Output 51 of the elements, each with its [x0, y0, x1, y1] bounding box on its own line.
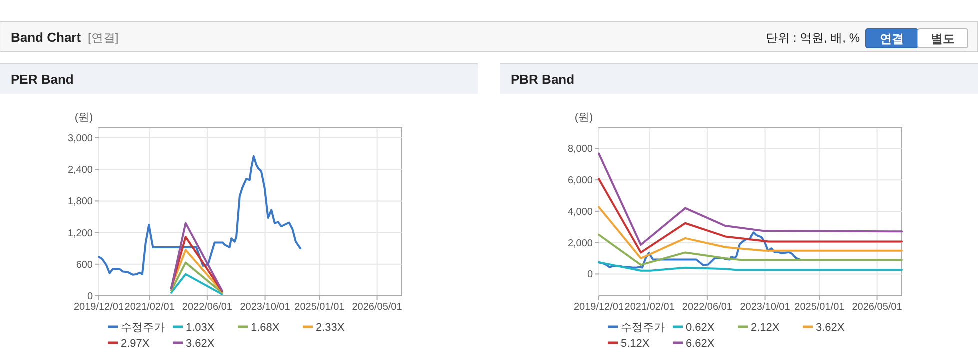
line-series [598, 232, 802, 269]
text: Band Chart [11, 30, 82, 45]
x-tick-label: 2019/12/01 [74, 302, 124, 313]
y-tick-label: 0 [587, 270, 594, 281]
legend-label: 수정주가 [621, 322, 665, 334]
y-tick-label: 2,000 [568, 238, 594, 250]
legend-label: 2.33X [316, 322, 346, 334]
line-series [598, 261, 903, 272]
legend-label: 2.97X [121, 338, 150, 350]
x-tick-label: 2023/10/01 [240, 302, 291, 313]
legend-label: 1.03X [186, 322, 216, 334]
text: [연결] [88, 31, 119, 45]
y-tick-label: 2,400 [68, 165, 94, 176]
x-tick-label: 2022/06/01 [182, 302, 233, 313]
x-tick-label: 2025/01/01 [794, 302, 846, 313]
line-series [598, 152, 903, 246]
y-tick-label: 4,000 [568, 206, 594, 218]
chart-title: PER Band [11, 72, 74, 87]
legend-label: 6.62X [686, 338, 716, 350]
text: 단위 : 억원, 배, % [766, 31, 860, 45]
x-tick-label: 2023/10/01 [740, 302, 791, 313]
y-tick-label: 1,800 [68, 196, 94, 208]
legend-label: 2.12X [751, 322, 780, 334]
x-tick-label: 2021/02/01 [124, 302, 176, 313]
y-tick-label: 8,000 [568, 144, 594, 156]
legend-label: 수정주가 [121, 322, 165, 334]
toggle-button: 별도 [918, 28, 968, 48]
legend-label: 5.12X [621, 338, 650, 350]
line-series [598, 178, 903, 254]
line-series [98, 155, 302, 276]
x-tick-label: 2025/01/01 [294, 302, 346, 313]
toggle-button: 연결 [866, 28, 918, 48]
x-tick-label: 2022/06/01 [682, 302, 733, 313]
legend-label: 3.62X [816, 322, 846, 334]
y-tick-label: 3,000 [68, 134, 94, 145]
legend-label: 1.68X [251, 322, 280, 334]
y-axis-title: (원) [574, 112, 594, 124]
x-tick-label: 2026/05/01 [352, 302, 403, 313]
y-tick-label: 600 [76, 260, 94, 271]
line-series [598, 206, 903, 260]
y-axis-title: (원) [74, 112, 94, 124]
y-tick-label: 0 [87, 292, 94, 302]
x-tick-label: 2021/02/01 [624, 302, 676, 313]
legend-label: 0.62X [686, 322, 716, 334]
line-series [598, 234, 903, 266]
chart-title: PBR Band [511, 72, 575, 87]
x-tick-label: 2019/12/01 [574, 302, 624, 313]
legend-label: 3.62X [186, 338, 216, 350]
y-tick-label: 1,200 [68, 228, 94, 240]
y-tick-label: 6,000 [568, 176, 594, 187]
x-tick-label: 2026/05/01 [852, 302, 903, 313]
